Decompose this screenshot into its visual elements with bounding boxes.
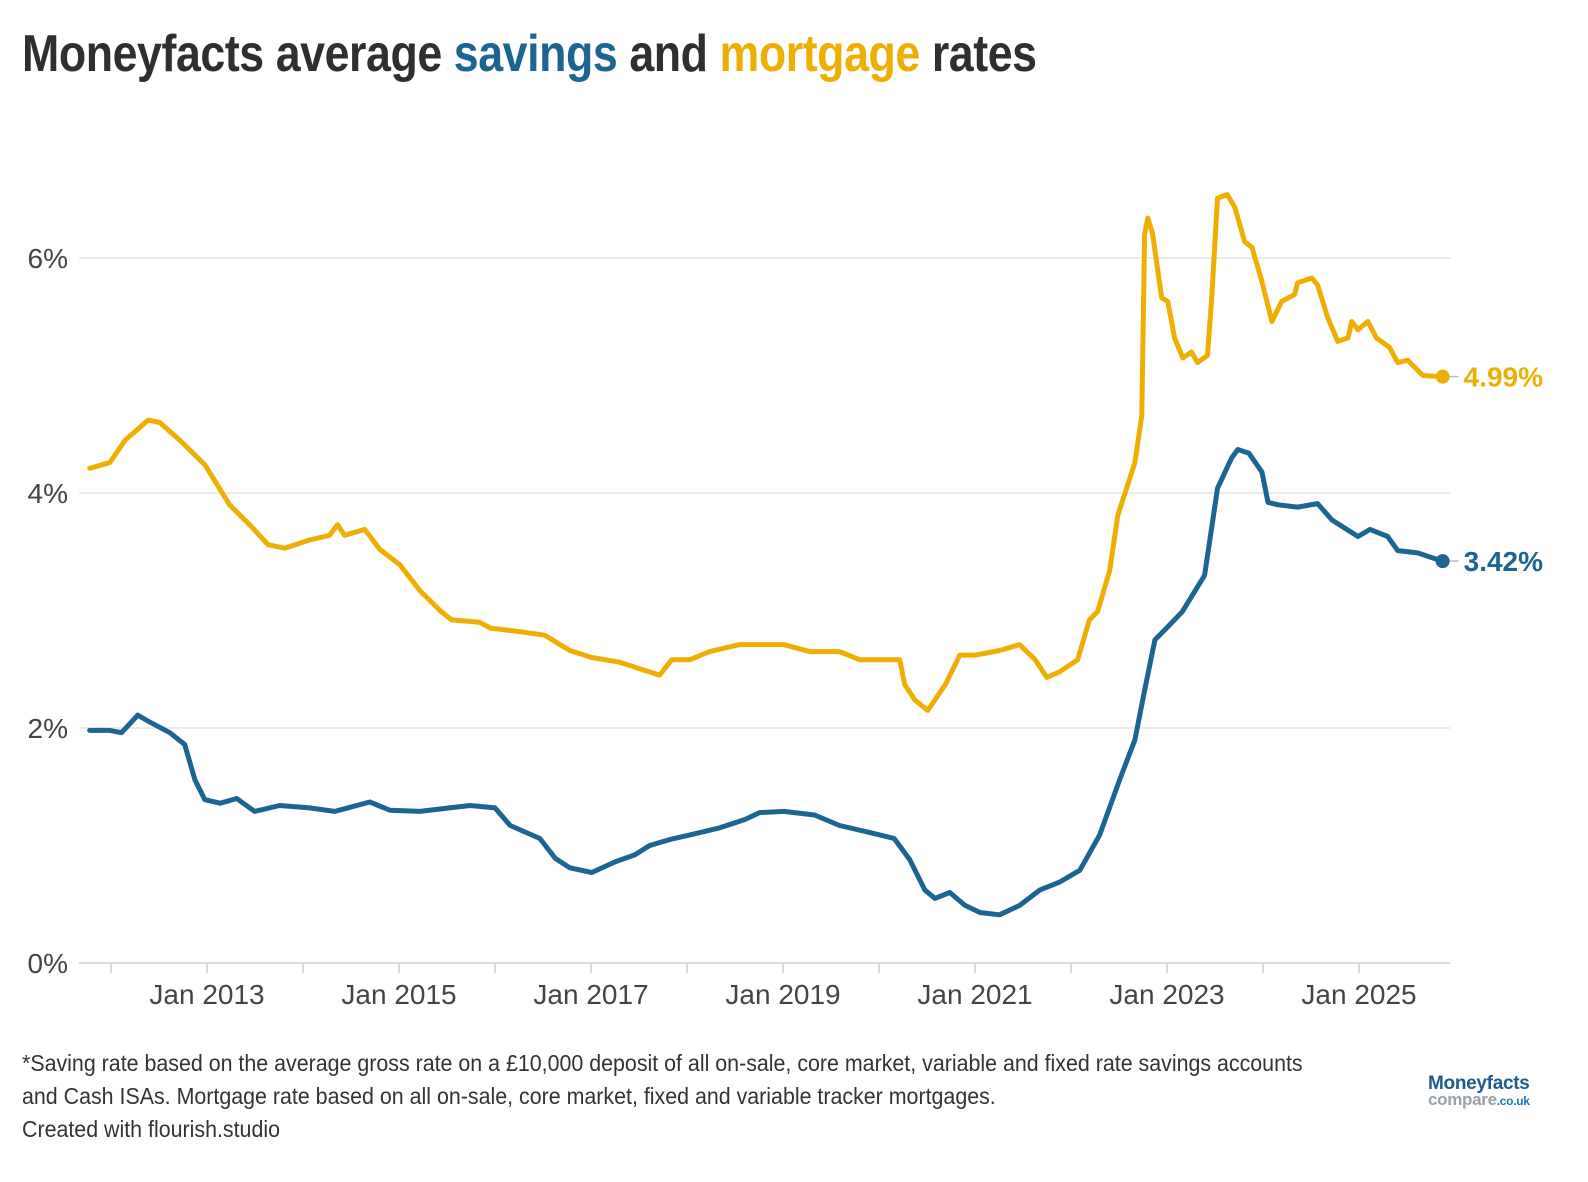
y-tick-label: 4% — [28, 478, 68, 509]
footnote: *Saving rate based on the average gross … — [22, 1047, 1315, 1146]
logo-sub-text: compare — [1428, 1090, 1497, 1109]
title-part: Moneyfacts average — [22, 25, 454, 83]
x-tick-label: Jan 2019 — [725, 979, 840, 1010]
x-tick-label: Jan 2023 — [1109, 979, 1224, 1010]
y-tick-label: 2% — [28, 713, 68, 744]
savings-line — [87, 447, 1446, 918]
chart-title: Moneyfacts average savings and mortgage … — [22, 24, 1037, 84]
savings-end-point — [1435, 554, 1450, 569]
logo-sub: compare.co.uk — [1428, 1090, 1530, 1109]
x-tick-label: Jan 2013 — [149, 979, 264, 1010]
footnote-text: *Saving rate based on the average gross … — [22, 1050, 1303, 1109]
moneyfacts-logo[interactable]: Moneyfacts compare.co.uk — [1428, 1073, 1530, 1109]
title-part: rates — [919, 25, 1037, 83]
mortgage-end-point — [1435, 369, 1450, 384]
x-tick-label: Jan 2021 — [917, 979, 1032, 1010]
mortgage-end-label: 4.99% — [1464, 362, 1543, 393]
x-tick-label: Jan 2015 — [341, 979, 456, 1010]
y-tick-label: 0% — [28, 948, 68, 979]
title-part: and — [617, 25, 720, 83]
x-tick-label: Jan 2017 — [533, 979, 648, 1010]
credit-link[interactable]: Created with flourish.studio — [22, 1116, 281, 1142]
x-tick-label: Jan 2025 — [1301, 979, 1416, 1010]
y-tick-label: 6% — [28, 243, 68, 274]
mortgage-line — [87, 192, 1446, 713]
title-savings: savings — [453, 25, 618, 83]
logo-domain: .co.uk — [1496, 1094, 1530, 1108]
logo-brand: Moneyfacts — [1428, 1073, 1530, 1094]
savings-end-label: 3.42% — [1464, 546, 1543, 577]
title-mortgage: mortgage — [719, 25, 921, 83]
